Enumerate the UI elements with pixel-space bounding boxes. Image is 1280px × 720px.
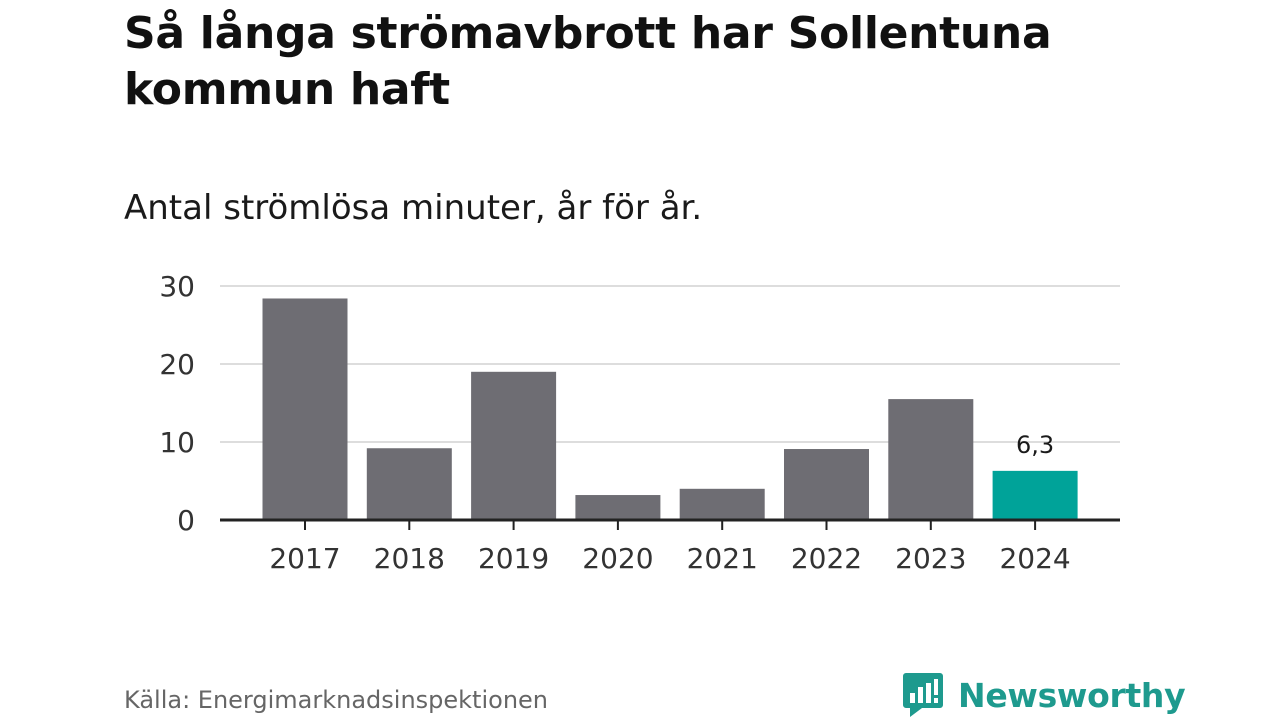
brand-name: Newsworthy	[958, 675, 1186, 715]
x-tick-label: 2019	[478, 542, 549, 575]
y-tick-label: 30	[159, 270, 195, 303]
source-note: Källa: Energimarknadsinspektionen	[124, 686, 549, 714]
x-tick-label: 2024	[999, 542, 1070, 575]
data-label: 6,3	[1016, 431, 1054, 459]
chart-subtitle: Antal strömlösa minuter, år för år.	[124, 188, 703, 228]
bar	[784, 449, 869, 520]
chart-title: Så långa strömavbrott har Sollentuna kom…	[124, 8, 1052, 115]
bar	[366, 448, 452, 520]
bar	[471, 371, 557, 520]
bar	[575, 495, 661, 520]
bar	[992, 470, 1078, 520]
bar	[888, 399, 974, 520]
newsworthy-logo: Newsworthy	[902, 670, 1186, 720]
x-tick-label: 2018	[374, 542, 445, 575]
x-tick-label: 2020	[582, 542, 653, 575]
bar	[262, 298, 348, 520]
x-tick-label: 2021	[687, 542, 758, 575]
x-tick-label: 2017	[269, 542, 340, 575]
y-tick-label: 20	[159, 348, 195, 381]
x-tick-label: 2022	[791, 542, 862, 575]
bar-chart: 0 10 20 30 2017 2018 2019 2020 2021 2022 2023 2024 6…	[159, 270, 1120, 575]
newsworthy-logo-icon	[903, 673, 943, 717]
bar	[679, 488, 765, 520]
y-tick-label: 10	[159, 426, 195, 459]
x-tick-label: 2023	[895, 542, 966, 575]
y-tick-label: 0	[177, 504, 195, 537]
